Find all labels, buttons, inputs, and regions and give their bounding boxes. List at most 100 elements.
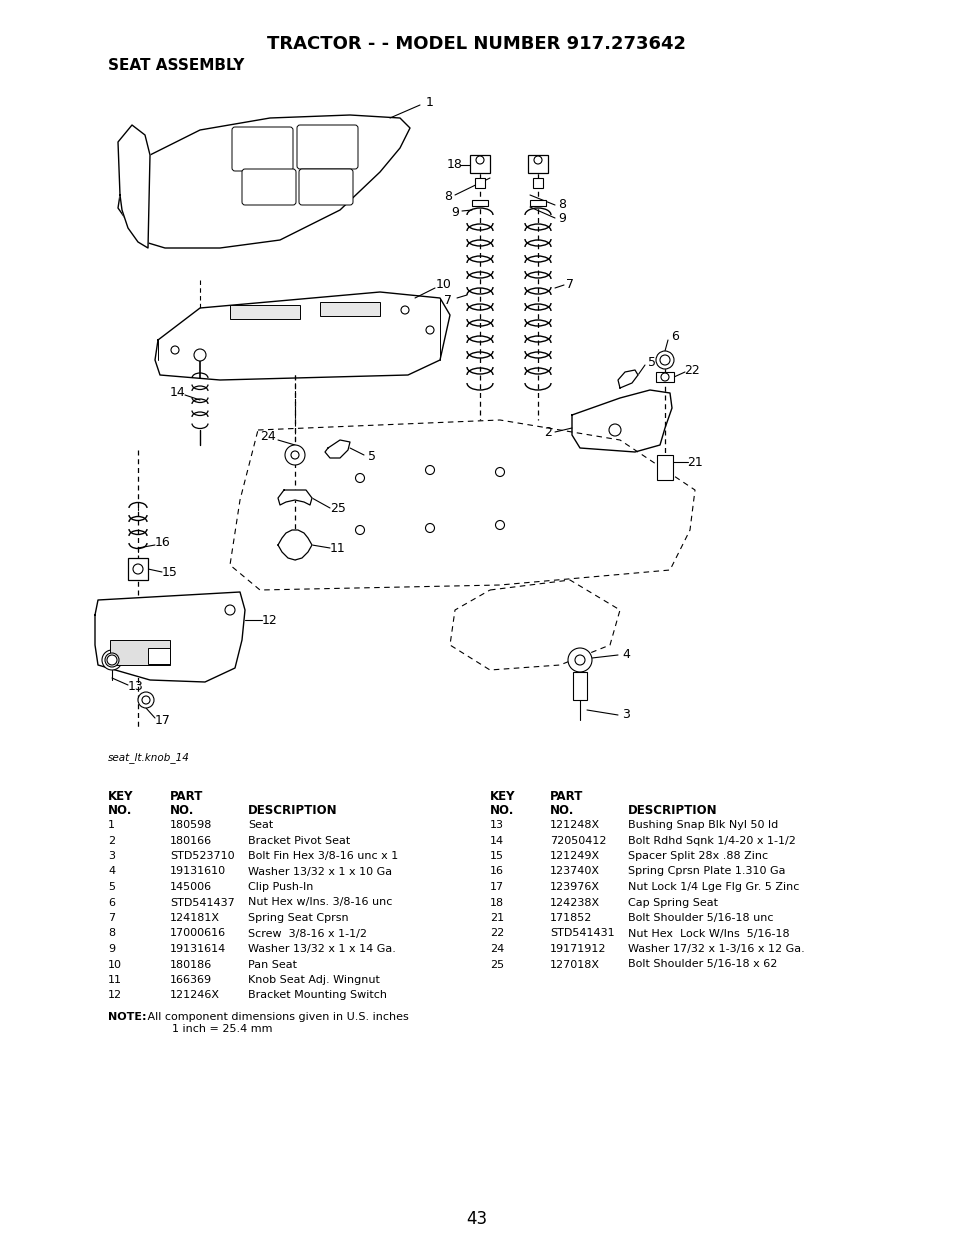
Polygon shape — [572, 390, 671, 452]
Text: Washer 13/32 x 1 x 14 Ga.: Washer 13/32 x 1 x 14 Ga. — [248, 944, 395, 954]
Circle shape — [142, 696, 150, 704]
Polygon shape — [118, 115, 410, 248]
Circle shape — [425, 466, 434, 475]
Text: STD541437: STD541437 — [170, 897, 234, 907]
Bar — [319, 302, 379, 316]
Text: 21: 21 — [686, 456, 702, 468]
Bar — [475, 178, 484, 188]
Text: 43: 43 — [466, 1211, 487, 1228]
Text: Nut Hex  Lock W/Ins  5/16-18: Nut Hex Lock W/Ins 5/16-18 — [627, 928, 789, 938]
Text: 19131614: 19131614 — [170, 944, 226, 954]
Text: SEAT ASSEMBLY: SEAT ASSEMBLY — [108, 58, 244, 73]
Text: 3: 3 — [108, 851, 115, 861]
Circle shape — [425, 524, 434, 533]
Circle shape — [138, 693, 153, 707]
Text: Screw  3/8-16 x 1-1/2: Screw 3/8-16 x 1-1/2 — [248, 928, 367, 938]
Text: 25: 25 — [490, 959, 503, 969]
Text: 8: 8 — [558, 198, 565, 212]
Text: 15: 15 — [490, 851, 503, 861]
Polygon shape — [618, 370, 638, 388]
Text: 180186: 180186 — [170, 959, 212, 969]
Text: 8: 8 — [443, 191, 452, 203]
Text: 4: 4 — [108, 866, 115, 876]
Text: 121246X: 121246X — [170, 990, 220, 1001]
Text: 12: 12 — [262, 613, 277, 627]
Circle shape — [495, 467, 504, 477]
FancyBboxPatch shape — [298, 169, 353, 204]
Bar — [148, 648, 170, 664]
Text: 123740X: 123740X — [550, 866, 599, 876]
FancyBboxPatch shape — [242, 169, 295, 204]
Text: 180166: 180166 — [170, 835, 212, 845]
Text: 16: 16 — [490, 866, 503, 876]
Text: 6: 6 — [670, 330, 679, 342]
Text: Bolt Shoulder 5/16-18 unc: Bolt Shoulder 5/16-18 unc — [627, 913, 773, 923]
Polygon shape — [118, 125, 150, 248]
Text: 127018X: 127018X — [550, 959, 599, 969]
Text: 1: 1 — [426, 97, 434, 109]
Text: Bushing Snap Blk Nyl 50 ld: Bushing Snap Blk Nyl 50 ld — [627, 820, 778, 830]
Text: 180598: 180598 — [170, 820, 213, 830]
Text: 8: 8 — [108, 928, 115, 938]
Circle shape — [656, 351, 673, 369]
Circle shape — [608, 424, 620, 436]
Text: Washer 17/32 x 1-3/16 x 12 Ga.: Washer 17/32 x 1-3/16 x 12 Ga. — [627, 944, 804, 954]
Text: 5: 5 — [647, 356, 656, 368]
Text: Washer 13/32 x 1 x 10 Ga: Washer 13/32 x 1 x 10 Ga — [248, 866, 392, 876]
Text: Knob Seat Adj. Wingnut: Knob Seat Adj. Wingnut — [248, 975, 379, 985]
Text: STD523710: STD523710 — [170, 851, 234, 861]
Text: Spring Cprsn Plate 1.310 Ga: Spring Cprsn Plate 1.310 Ga — [627, 866, 784, 876]
Text: STD541431: STD541431 — [550, 928, 614, 938]
Text: PART: PART — [550, 790, 583, 803]
Circle shape — [495, 520, 504, 529]
Text: 6: 6 — [108, 897, 115, 907]
Text: 11: 11 — [330, 541, 346, 555]
Text: 2: 2 — [108, 835, 115, 845]
Text: 18: 18 — [490, 897, 503, 907]
Text: 145006: 145006 — [170, 882, 212, 892]
Text: 19131610: 19131610 — [170, 866, 226, 876]
Text: 14: 14 — [170, 387, 186, 399]
Bar — [657, 455, 672, 479]
Text: Bracket Mounting Switch: Bracket Mounting Switch — [248, 990, 387, 1001]
Text: 12: 12 — [108, 990, 122, 1001]
Polygon shape — [325, 440, 350, 458]
Circle shape — [660, 373, 668, 382]
Bar — [530, 199, 545, 206]
Text: 22: 22 — [683, 363, 700, 377]
Text: NO.: NO. — [108, 804, 132, 817]
Circle shape — [400, 306, 409, 313]
Polygon shape — [277, 489, 312, 506]
Text: 3: 3 — [621, 709, 629, 721]
Text: KEY: KEY — [490, 790, 515, 803]
Text: DESCRIPTION: DESCRIPTION — [627, 804, 717, 817]
Text: 166369: 166369 — [170, 975, 212, 985]
Text: All component dimensions given in U.S. inches
        1 inch = 25.4 mm: All component dimensions given in U.S. i… — [144, 1012, 408, 1033]
Text: Bracket Pivot Seat: Bracket Pivot Seat — [248, 835, 350, 845]
Circle shape — [193, 349, 206, 361]
Text: 4: 4 — [621, 648, 629, 660]
Text: NO.: NO. — [490, 804, 514, 817]
Text: NOTE:: NOTE: — [108, 1012, 147, 1022]
Text: 7: 7 — [108, 913, 115, 923]
Text: 17000616: 17000616 — [170, 928, 226, 938]
Text: 121248X: 121248X — [550, 820, 599, 830]
Circle shape — [476, 156, 483, 164]
Text: Nut Lock 1/4 Lge Flg Gr. 5 Zinc: Nut Lock 1/4 Lge Flg Gr. 5 Zinc — [627, 882, 799, 892]
Text: 24: 24 — [260, 430, 275, 444]
Text: 11: 11 — [108, 975, 122, 985]
Text: 10: 10 — [108, 959, 122, 969]
Text: NO.: NO. — [550, 804, 574, 817]
Text: TRACTOR - - MODEL NUMBER 917.273642: TRACTOR - - MODEL NUMBER 917.273642 — [267, 35, 686, 53]
Polygon shape — [154, 292, 450, 380]
Text: NO.: NO. — [170, 804, 194, 817]
Circle shape — [291, 451, 298, 458]
Circle shape — [225, 605, 234, 615]
Text: 16: 16 — [155, 536, 171, 550]
Circle shape — [355, 473, 364, 482]
Circle shape — [567, 648, 592, 672]
Text: DESCRIPTION: DESCRIPTION — [248, 804, 337, 817]
Circle shape — [355, 525, 364, 534]
Text: 124181X: 124181X — [170, 913, 220, 923]
Text: 124238X: 124238X — [550, 897, 599, 907]
